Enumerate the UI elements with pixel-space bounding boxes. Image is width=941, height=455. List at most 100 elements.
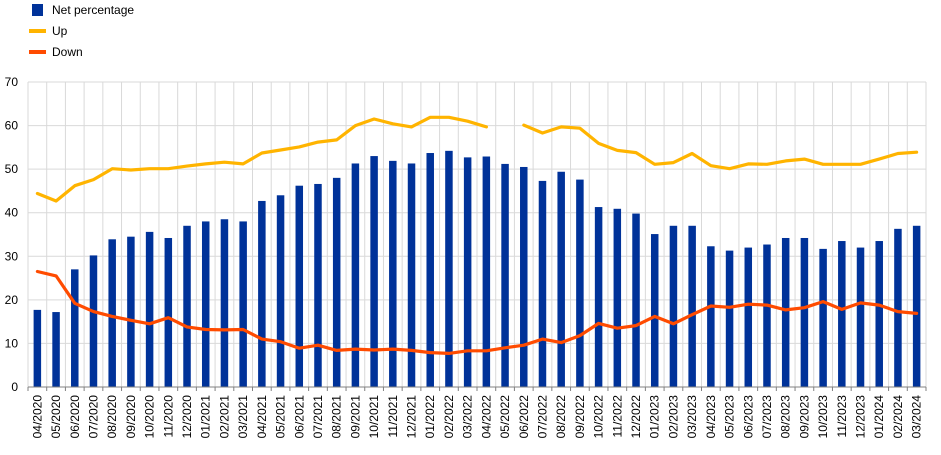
x-tick-label: 01/2021 xyxy=(199,395,213,439)
series-line xyxy=(35,269,919,355)
x-tick-label: 02/2021 xyxy=(217,395,231,439)
y-tick-label: 10 xyxy=(5,336,19,350)
bar xyxy=(856,247,865,387)
x-tick-label: 10/2020 xyxy=(143,395,157,439)
bar xyxy=(538,180,547,387)
bar xyxy=(33,309,42,387)
bar xyxy=(407,163,416,387)
y-tick-label: 20 xyxy=(5,293,19,307)
x-tick-label: 03/2022 xyxy=(461,395,475,439)
x-tick-label: 04/2021 xyxy=(255,395,269,439)
bar xyxy=(445,150,453,387)
series-line xyxy=(522,123,919,171)
x-tick-label: 06/2020 xyxy=(68,395,82,439)
x-tick-label: 08/2023 xyxy=(779,395,793,439)
x-tick-label: 06/2021 xyxy=(292,395,306,439)
legend-item-up: Up xyxy=(29,24,68,38)
y-axis: 0 10 20 30 40 50 60 70 xyxy=(5,75,19,394)
legend-label: Down xyxy=(52,45,83,59)
x-tick-label: 03/2023 xyxy=(685,395,699,439)
bar xyxy=(482,156,491,387)
x-tick-label: 11/2023 xyxy=(835,395,849,438)
bar xyxy=(650,234,659,387)
bar xyxy=(557,171,565,387)
bar xyxy=(426,153,434,387)
bar xyxy=(594,207,603,387)
x-tick-label: 05/2021 xyxy=(274,395,288,439)
x-tick-label: 09/2022 xyxy=(573,395,587,439)
legend-item-net-percentage: Net percentage xyxy=(32,3,134,17)
x-tick-label: 12/2022 xyxy=(629,395,643,439)
bar xyxy=(688,225,696,387)
x-tick-label: 03/2021 xyxy=(236,395,250,439)
bar xyxy=(838,241,846,387)
y-tick-label: 40 xyxy=(5,206,19,220)
bar xyxy=(725,250,734,387)
bar xyxy=(127,236,135,387)
bars-series xyxy=(33,150,921,387)
y-tick-label: 30 xyxy=(5,249,19,263)
x-tick-label: 04/2022 xyxy=(479,395,493,439)
bar xyxy=(763,244,771,387)
bar xyxy=(501,163,509,387)
bar xyxy=(632,213,640,387)
x-tick-label: 10/2022 xyxy=(592,395,606,439)
bar xyxy=(894,228,902,387)
x-tick-label: 03/2024 xyxy=(910,395,924,439)
x-tick-label: 07/2020 xyxy=(86,395,100,439)
bar xyxy=(351,163,360,387)
y-tick-label: 60 xyxy=(5,119,19,133)
bar xyxy=(239,221,247,387)
x-tick-label: 11/2022 xyxy=(610,395,624,438)
x-tick-label: 01/2022 xyxy=(423,395,437,439)
x-tick-label: 05/2022 xyxy=(498,395,512,439)
bar xyxy=(669,225,678,387)
x-tick-label: 10/2023 xyxy=(816,395,830,439)
legend: Net percentage Up Down xyxy=(29,3,134,59)
bar xyxy=(108,239,116,387)
bar xyxy=(800,237,809,387)
x-tick-label: 04/2020 xyxy=(30,395,44,439)
x-tick-label: 08/2022 xyxy=(554,395,568,439)
x-tick-label: 07/2021 xyxy=(311,395,325,439)
bar xyxy=(613,208,622,387)
x-tick-label: 07/2022 xyxy=(535,395,549,439)
line-series-down xyxy=(35,269,919,355)
bar xyxy=(912,225,921,387)
legend-item-down: Down xyxy=(29,45,83,59)
bar xyxy=(781,237,790,387)
legend-swatch xyxy=(32,4,43,16)
x-tick-label: 09/2021 xyxy=(348,395,362,439)
line-series-up xyxy=(35,115,919,203)
y-tick-label: 50 xyxy=(5,162,19,176)
x-tick-label: 11/2020 xyxy=(161,395,175,438)
x-tick-label: 01/2024 xyxy=(872,395,886,439)
x-tick-label: 09/2023 xyxy=(797,395,811,439)
bar xyxy=(520,166,528,387)
lines-series xyxy=(35,115,919,355)
bar xyxy=(276,195,285,387)
bar xyxy=(201,221,210,387)
bar xyxy=(819,248,827,387)
x-tick-label: 09/2020 xyxy=(124,395,138,439)
bar xyxy=(744,247,753,387)
grid xyxy=(27,81,927,388)
legend-label: Up xyxy=(52,24,68,38)
x-tick-label: 01/2023 xyxy=(648,395,662,439)
x-tick-label: 12/2023 xyxy=(854,395,868,439)
y-tick-label: 0 xyxy=(11,380,18,394)
x-tick-label: 05/2020 xyxy=(49,395,63,439)
x-tick-label: 06/2023 xyxy=(741,395,755,439)
x-tick-label: 04/2023 xyxy=(704,395,718,439)
bar xyxy=(258,200,266,387)
bar xyxy=(164,237,173,387)
x-tick-label: 02/2023 xyxy=(666,395,680,439)
bar xyxy=(220,219,229,387)
x-tick-label: 08/2020 xyxy=(105,395,119,439)
bar xyxy=(183,225,191,387)
x-tick-label: 02/2022 xyxy=(442,395,456,439)
bar xyxy=(314,183,322,387)
bar xyxy=(332,177,341,387)
